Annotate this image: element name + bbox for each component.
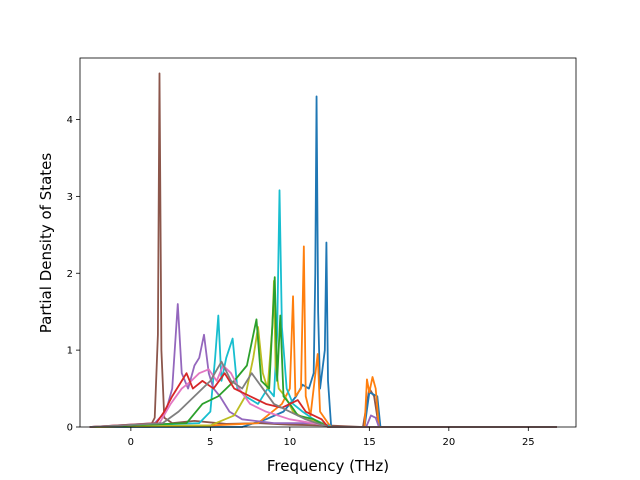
y-axis-label: Partial Density of States [37,153,55,334]
y-tick-label: 2 [67,269,73,280]
pdos-series-2 [89,95,557,428]
x-tick-label: 5 [207,437,213,448]
y-tick-label: 1 [67,346,73,357]
pdos-series-6 [89,280,557,428]
x-tick-label: 15 [363,437,376,448]
pdos-series-9 [89,372,557,428]
x-tick-label: 10 [283,437,296,448]
y-tick-label: 4 [67,115,73,126]
pdos-series-1 [89,72,557,428]
series-layer [89,72,557,428]
pdos-series-7 [89,276,557,428]
x-tick-label: 20 [442,437,455,448]
plot-frame [79,57,577,428]
pdos-series-3 [89,245,557,428]
x-tick-label: 25 [522,437,535,448]
pdos-series-10 [89,360,557,428]
x-axis-label: Frequency (THz) [267,457,389,475]
y-tick-label: 3 [67,192,73,203]
axes-layer: 0 5 10 15 20 25 0 1 2 3 4 [67,57,577,448]
x-tick-label: 0 [128,437,134,448]
y-tick-label: 0 [67,423,73,434]
